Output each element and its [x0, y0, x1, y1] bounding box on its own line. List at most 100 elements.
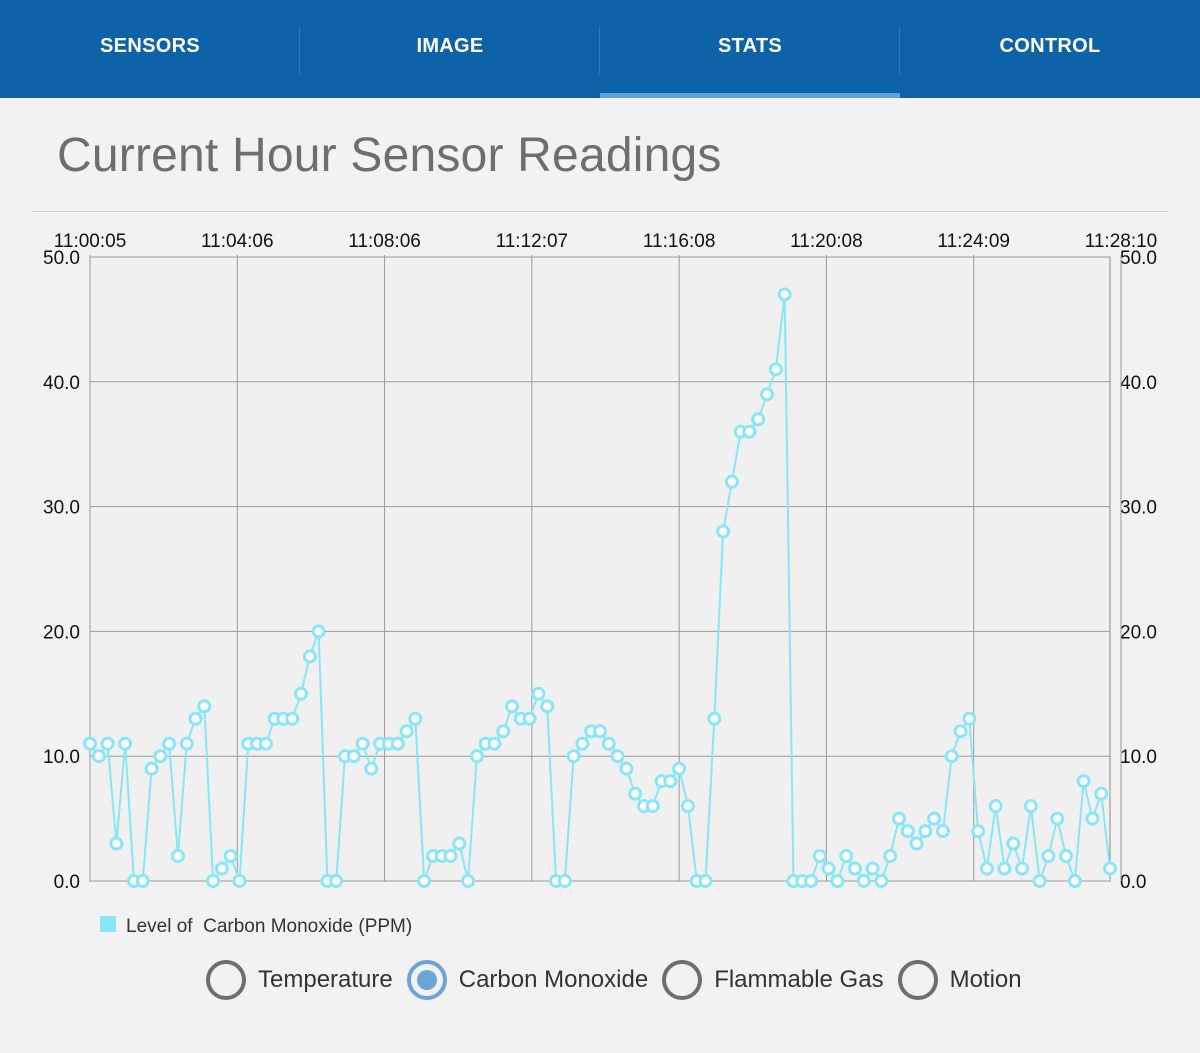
data-point [443, 849, 458, 864]
x-tick-label: 11:12:07 [496, 231, 569, 252]
radio-motion[interactable]: Motion [897, 960, 1022, 1000]
x-tick-label: 11:04:06 [201, 231, 274, 252]
chart-legend: Level of Carbon Monoxide (PPM) [100, 916, 412, 938]
data-point [566, 749, 581, 764]
tab-sensors[interactable]: SENSORS [0, 0, 300, 98]
data-point [997, 861, 1012, 876]
data-point [874, 874, 889, 888]
data-point [575, 736, 590, 751]
data-point [197, 699, 212, 714]
data-point [223, 849, 238, 864]
tab-control[interactable]: CONTROL [900, 0, 1200, 98]
legend-label: Level of Carbon Monoxide (PPM) [126, 916, 413, 937]
data-point [135, 874, 150, 888]
radio-temperature[interactable]: Temperature [206, 960, 393, 1000]
data-point [909, 836, 924, 851]
radio-ring [406, 960, 447, 1000]
data-point [777, 287, 792, 302]
data-point [1067, 874, 1082, 888]
x-tick-label: 11:20:08 [790, 231, 863, 252]
data-point [1050, 811, 1065, 826]
tab-divider [299, 26, 300, 74]
x-tick-label: 11:00:05 [54, 231, 127, 252]
data-point [364, 761, 379, 776]
data-point [988, 799, 1003, 814]
y-tick-label-right: 10.0 [1120, 747, 1157, 768]
data-point [927, 811, 942, 826]
co-line-chart: 0.0 0.0 10.0 10.0 20.0 20.0 30.0 30.0 40.0 40.0 50… [43, 231, 1158, 893]
y-tick-label-right: 50.0 [1120, 248, 1157, 269]
data-point [179, 736, 194, 751]
data-point [821, 861, 836, 876]
y-tick-label-right: 40.0 [1120, 373, 1157, 394]
tab-bar: SENSORS IMAGE STATS CONTROL [0, 0, 1200, 98]
data-point [716, 524, 731, 539]
radio-carbon-monoxide[interactable]: Carbon Monoxide [406, 960, 649, 1000]
data-point [100, 736, 115, 751]
data-point [628, 786, 643, 801]
page-title: Current Hour Sensor Readings [57, 129, 722, 182]
data-point [645, 799, 660, 814]
data-point [355, 736, 370, 751]
radio-temperature-label: Temperature [258, 966, 393, 993]
radio-carbon-monoxide-label: Carbon Monoxide [458, 966, 649, 993]
data-point [663, 774, 678, 789]
y-tick-label-right: 20.0 [1120, 622, 1157, 643]
data-point [399, 724, 414, 739]
data-point [742, 424, 757, 439]
data-point [214, 861, 229, 876]
sensor-radio-group: Temperature Carbon Monoxide Flammable Ga… [206, 960, 1036, 1000]
data-point [1076, 774, 1091, 789]
data-point [408, 711, 423, 726]
data-point [109, 836, 124, 851]
data-point [1085, 811, 1100, 826]
data-point [144, 761, 159, 776]
data-point [724, 474, 739, 489]
y-tick-label-left: 20.0 [43, 622, 80, 643]
tab-divider [899, 26, 900, 74]
data-point [865, 861, 880, 876]
x-tick-label: 11:28:10 [1085, 231, 1158, 252]
data-point [1006, 836, 1021, 851]
data-point [461, 874, 476, 888]
radio-motion-label: Motion [949, 966, 1022, 993]
y-tick-label-left: 0.0 [54, 872, 80, 893]
y-tick-label-right: 30.0 [1120, 498, 1157, 519]
data-point [883, 849, 898, 864]
tab-stats[interactable]: STATS [600, 0, 900, 98]
data-point [760, 387, 775, 402]
y-tick-label-left: 40.0 [43, 373, 80, 394]
tab-image[interactable]: IMAGE [300, 0, 600, 98]
data-point [1103, 861, 1117, 876]
data-point [812, 849, 827, 864]
data-point [505, 699, 520, 714]
data-point [531, 686, 546, 701]
data-point [610, 749, 625, 764]
tab-divider [599, 26, 600, 74]
data-point [944, 749, 959, 764]
data-point [1023, 799, 1038, 814]
data-point [417, 874, 432, 888]
radio-flammable-gas[interactable]: Flammable Gas [662, 960, 884, 1000]
data-point [232, 874, 247, 888]
data-point [469, 749, 484, 764]
data-point [285, 711, 300, 726]
tab-image-label: IMAGE [416, 34, 484, 57]
x-tick-label: 11:08:06 [348, 231, 421, 252]
data-point [1059, 849, 1074, 864]
radio-dot [416, 970, 437, 990]
data-point [698, 874, 713, 888]
data-point [768, 362, 783, 377]
tab-control-label: CONTROL [999, 34, 1101, 57]
data-point [839, 849, 854, 864]
radio-ring [206, 960, 246, 1000]
data-point [971, 824, 986, 839]
data-point [593, 724, 607, 739]
data-point [935, 824, 950, 839]
data-point [118, 736, 133, 751]
legend-swatch [100, 916, 116, 932]
y-tick-label-left: 10.0 [43, 747, 80, 768]
title-divider [32, 211, 1168, 212]
data-point [707, 711, 722, 726]
data-point [91, 749, 106, 764]
